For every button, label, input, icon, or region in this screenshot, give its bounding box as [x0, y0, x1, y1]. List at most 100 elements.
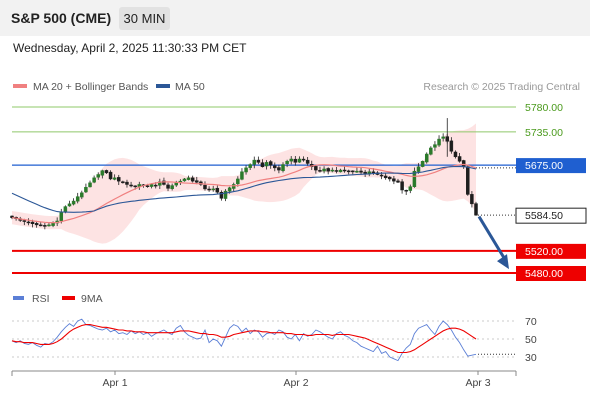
candle-body	[404, 189, 408, 192]
candle-body	[346, 170, 351, 173]
candle-body	[285, 160, 289, 164]
candle-body	[466, 166, 470, 195]
candle-body	[219, 191, 224, 199]
candle-body	[117, 177, 121, 182]
candle-body	[318, 170, 322, 172]
chart-credit: Research © 2025 Trading Central	[423, 81, 580, 93]
candle-body	[252, 159, 257, 165]
candle-body	[457, 156, 462, 162]
legend-ma20-label: MA 20 + Bollinger Bands	[33, 81, 148, 93]
candle-body	[408, 186, 413, 191]
candle-body	[470, 194, 474, 205]
candle-body	[43, 225, 47, 227]
candle-body	[71, 200, 76, 205]
candle-body	[34, 223, 39, 226]
x-tick-label-2: Apr 3	[465, 377, 490, 389]
candle-body	[363, 171, 367, 174]
candle-body	[453, 151, 458, 158]
candle-body	[379, 174, 384, 177]
candle-body	[388, 176, 392, 180]
candle-body	[371, 171, 376, 174]
candle-body	[449, 140, 454, 152]
candle-body	[133, 185, 137, 188]
candle-body	[289, 158, 293, 162]
candle-body	[166, 184, 170, 189]
candle-body	[461, 160, 466, 168]
x-tick-label-0: Apr 1	[102, 377, 127, 389]
candle-body	[186, 177, 191, 180]
candle-body	[38, 224, 43, 227]
support-tag-4	[516, 243, 586, 259]
candle-body	[51, 222, 55, 226]
candle-body	[22, 220, 27, 222]
candle-body	[182, 178, 187, 182]
candle-body	[207, 188, 211, 191]
pivot-label: 5675.00	[525, 160, 563, 172]
legend-9ma-label: 9MA	[81, 293, 103, 305]
candle-body	[215, 187, 220, 193]
candle-body	[330, 169, 335, 172]
candle-body	[129, 184, 133, 187]
forecast-arrow-head	[497, 254, 509, 270]
candle-body	[334, 170, 339, 172]
timeframe-badge[interactable]: 30 MIN	[119, 7, 170, 30]
candle-body	[433, 144, 437, 148]
candle-body	[236, 178, 240, 185]
candle-body	[420, 160, 425, 167]
legend-rsi-label: RSI	[32, 293, 50, 305]
candle-body	[67, 203, 72, 207]
resistance-label-1: 5735.00	[525, 127, 563, 139]
rsi-ma-line	[11, 324, 477, 354]
candle-body	[301, 158, 306, 161]
candle-body	[416, 166, 421, 172]
legend-rsi-swatch	[13, 296, 24, 300]
legend-ma50-swatch	[156, 84, 170, 88]
timestamp: Wednesday, April 2, 2025 11:30:33 PM CET	[13, 41, 247, 55]
candle-body	[429, 147, 433, 155]
last-price-label: 5584.50	[525, 210, 563, 222]
candle-body	[112, 177, 117, 180]
candle-body	[305, 159, 310, 164]
candle-body	[63, 206, 68, 213]
rsi-tick-70: 70	[525, 316, 537, 328]
chart-header: S&P 500 (CME) 30 MIN	[0, 0, 590, 36]
instrument-title: S&P 500 (CME)	[11, 10, 112, 26]
candle-body	[92, 177, 96, 183]
candle-body	[293, 158, 298, 163]
ma50-line	[11, 165, 477, 213]
candle-body	[441, 136, 445, 139]
candle-body	[84, 186, 88, 193]
support-tag-5	[516, 266, 586, 281]
candle-body	[474, 203, 478, 216]
candle-body	[244, 167, 248, 173]
candle-body	[125, 181, 129, 185]
candle-body	[96, 174, 100, 178]
candle-body	[162, 180, 166, 185]
candle-body	[80, 192, 84, 198]
candle-body	[195, 180, 199, 183]
legend-ma20-swatch	[13, 84, 27, 88]
pivot-tag	[516, 158, 586, 174]
candle-body	[149, 184, 154, 187]
forecast-arrow-shaft	[477, 215, 508, 262]
candle-body	[351, 170, 355, 173]
rsi-tick-50: 50	[525, 334, 537, 346]
x-tick-label-1: Apr 2	[283, 377, 308, 389]
legend-ma50-label: MA 50	[175, 81, 205, 93]
candle-body	[297, 158, 302, 163]
candle-body	[10, 215, 14, 218]
candle-body	[281, 164, 285, 172]
candle-body	[412, 170, 417, 187]
candle-body	[121, 181, 125, 184]
candle-body	[392, 178, 396, 182]
candle-body	[75, 196, 80, 202]
legend-9ma-swatch	[62, 296, 75, 300]
candle-body	[268, 161, 273, 166]
candle-body	[359, 170, 363, 173]
candle-body	[47, 224, 51, 227]
candle-body	[338, 169, 343, 173]
candle-body	[104, 170, 109, 174]
candle-body	[240, 171, 244, 180]
candle-body	[264, 162, 269, 167]
